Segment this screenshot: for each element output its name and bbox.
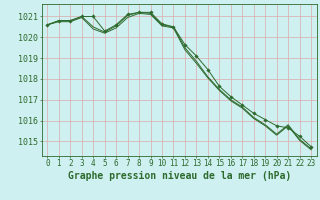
X-axis label: Graphe pression niveau de la mer (hPa): Graphe pression niveau de la mer (hPa) — [68, 171, 291, 181]
